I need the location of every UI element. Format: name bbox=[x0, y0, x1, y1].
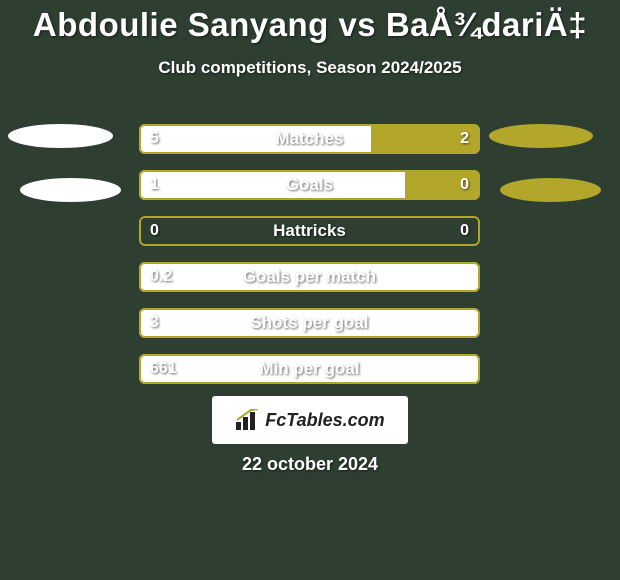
stat-bar-row: 3Shots per goal bbox=[139, 308, 480, 338]
stat-bar-row: 52Matches bbox=[139, 124, 480, 154]
bars-container: 52Matches10Goals00Hattricks0.2Goals per … bbox=[139, 124, 480, 400]
bar-chart-icon bbox=[235, 409, 261, 431]
bar-right-value: 0 bbox=[460, 216, 469, 246]
bar-left-value: 3 bbox=[150, 308, 159, 338]
bar-left-value: 5 bbox=[150, 124, 159, 154]
bar-left-fill bbox=[139, 124, 371, 154]
page-title: Abdoulie Sanyang vs BaÅ¾dariÄ‡ bbox=[0, 0, 620, 44]
player-right-ellipse-1 bbox=[489, 124, 593, 148]
stat-bar-row: 0.2Goals per match bbox=[139, 262, 480, 292]
stat-bar-row: 0 0Hattricks bbox=[139, 216, 480, 246]
player-right-ellipse-2 bbox=[500, 178, 601, 202]
stat-bar-row: 10Goals bbox=[139, 170, 480, 200]
page-subtitle: Club competitions, Season 2024/2025 bbox=[0, 58, 620, 78]
comparison-infographic: Abdoulie Sanyang vs BaÅ¾dariÄ‡ Club comp… bbox=[0, 0, 620, 580]
bar-left-fill bbox=[139, 354, 480, 384]
bar-metric-label: Hattricks bbox=[139, 216, 480, 246]
logo-text: FcTables.com bbox=[265, 410, 384, 431]
bar-right-value: 2 bbox=[460, 124, 469, 154]
bar-left-fill bbox=[139, 308, 480, 338]
stat-bar-row: 661Min per goal bbox=[139, 354, 480, 384]
logo-text-main: FcTables bbox=[265, 410, 342, 430]
bar-left-value: 0 bbox=[150, 216, 159, 246]
player-left-ellipse-1 bbox=[8, 124, 113, 148]
bar-left-fill bbox=[139, 170, 405, 200]
logo-text-domain: .com bbox=[343, 410, 385, 430]
bar-left-value: 0.2 bbox=[150, 262, 172, 292]
bar-left-value: 661 bbox=[150, 354, 177, 384]
fctables-logo: FcTables.com bbox=[212, 396, 408, 444]
player-left-ellipse-2 bbox=[20, 178, 121, 202]
bar-left-value: 1 bbox=[150, 170, 159, 200]
date-line: 22 october 2024 bbox=[0, 454, 620, 475]
bar-right-value: 0 bbox=[460, 170, 469, 200]
bar-border bbox=[139, 216, 480, 246]
bar-left-fill bbox=[139, 262, 480, 292]
